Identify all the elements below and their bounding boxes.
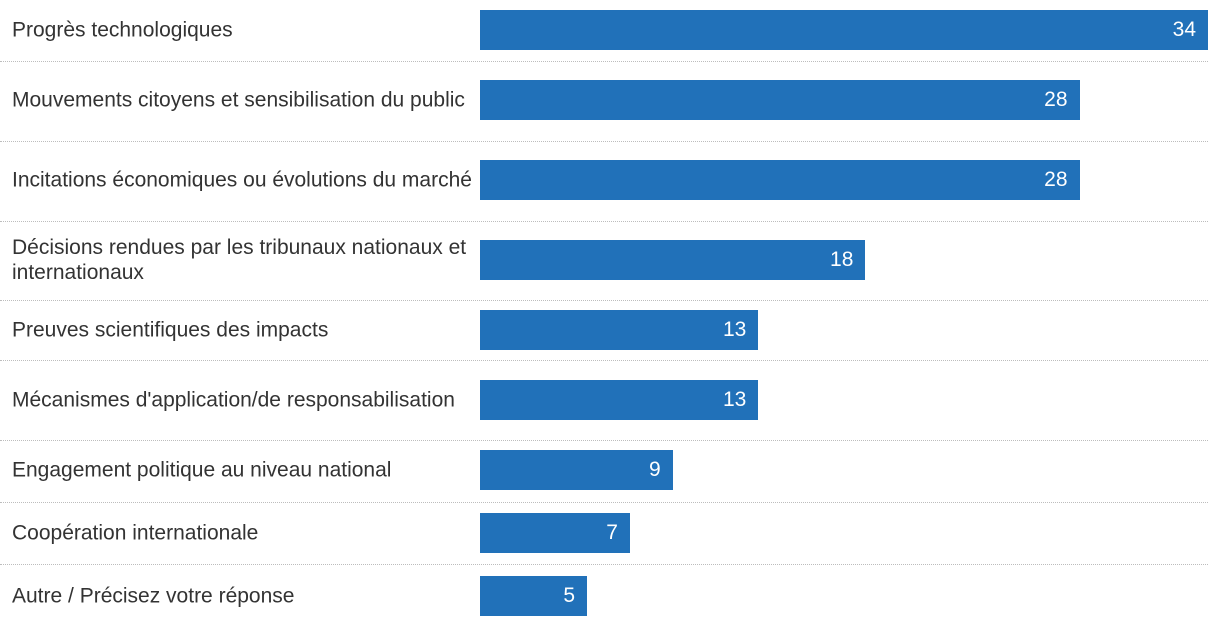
data-label: 13 xyxy=(722,388,747,411)
bar xyxy=(480,160,1080,200)
data-label: 9 xyxy=(649,458,661,481)
category-label: Mécanismes d'application/de responsabili… xyxy=(12,388,455,412)
category-label: Mouvements citoyens et sensibilisation d… xyxy=(12,88,465,112)
data-label: 28 xyxy=(1044,88,1068,111)
data-label: 18 xyxy=(830,248,854,271)
row-divider xyxy=(0,300,1208,301)
bar xyxy=(480,240,866,280)
data-label: 34 xyxy=(1172,18,1196,41)
category-label: Engagement politique au niveau national xyxy=(12,458,392,482)
bar xyxy=(480,380,759,420)
row-divider xyxy=(0,61,1208,62)
category-label: Preuves scientifiques des impacts xyxy=(12,318,329,342)
row-divider xyxy=(0,564,1208,565)
row-divider xyxy=(0,502,1208,503)
data-label: 7 xyxy=(606,521,618,544)
data-label: 5 xyxy=(563,584,576,607)
row-divider xyxy=(0,141,1208,142)
category-label: Incitations économiques ou évolutions du… xyxy=(12,168,472,192)
row-divider xyxy=(0,221,1208,222)
bar xyxy=(480,576,588,616)
bar xyxy=(480,10,1208,50)
data-label: 28 xyxy=(1044,168,1068,191)
category-label: Décisions rendues par les tribunaux nati… xyxy=(12,236,467,284)
bar xyxy=(480,513,630,553)
data-label: 13 xyxy=(722,318,747,341)
row-divider xyxy=(0,360,1208,361)
category-label: Coopération internationale xyxy=(12,521,259,545)
bar xyxy=(480,450,673,490)
bar xyxy=(480,80,1080,120)
category-label: Autre / Précisez votre réponse xyxy=(12,584,295,608)
row-divider xyxy=(0,440,1208,441)
bar xyxy=(480,310,759,350)
category-label: Progrès technologiques xyxy=(12,18,233,42)
